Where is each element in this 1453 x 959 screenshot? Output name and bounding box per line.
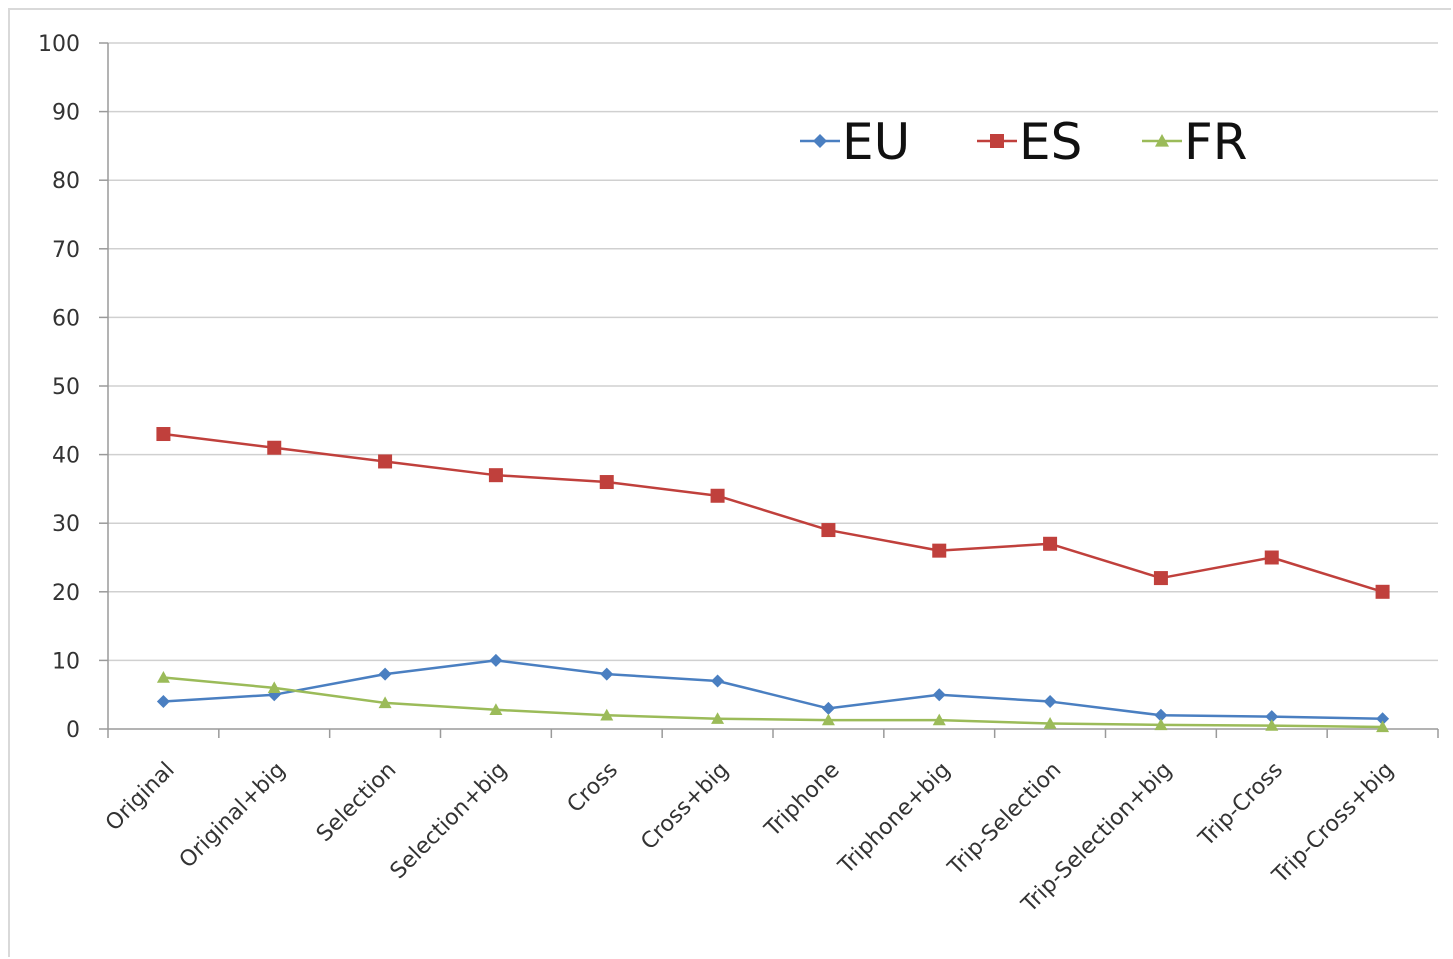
legend-item-eu: EU [800,113,910,171]
y-tick-label: 70 [52,238,80,263]
data-point-eu [156,695,170,709]
data-point-es [710,488,725,503]
x-tick-label: Cross+big [636,758,733,855]
x-tick-label: Selection+big [386,758,512,884]
x-tick-label: Cross [563,758,623,818]
data-point-es [267,440,282,455]
x-tick-label: Triphone+big [833,758,955,880]
data-point-es [932,543,947,558]
x-tick-label: Original+big [175,758,291,874]
data-point-es [1375,584,1390,599]
data-point-fr [267,681,281,694]
x-tick-label: Trip-Cross+big [1267,758,1399,890]
data-point-fr [600,708,614,721]
series-line-eu [163,659,1383,720]
legend-item-fr: FR [1142,113,1248,171]
chart-frame [8,8,1451,957]
x-tick-label: Original [101,758,180,837]
data-point-es [156,427,171,442]
series-line-es [163,432,1383,593]
data-point-eu [600,667,614,681]
legend-label: EU [842,113,910,171]
x-tick-label: Trip-Selection [943,758,1067,882]
legend-marker [990,134,1004,148]
y-tick-label: 60 [52,306,80,331]
legend-marker [1155,134,1169,147]
data-point-eu [1043,695,1057,709]
y-tick-label: 80 [52,169,80,194]
series-group [156,427,1390,733]
data-point-es [821,523,836,538]
y-tick-label: 10 [52,649,80,674]
legend-marker [813,134,827,148]
legend-item-es: ES [977,113,1082,171]
y-axis-ticks: 0 10 20 30 40 50 60 70 80 90 100 [38,32,108,743]
data-point-eu [1154,708,1168,722]
data-point-fr [1154,718,1168,731]
y-tick-label: 40 [52,444,80,469]
x-tick-label: Trip-Cross [1194,758,1288,852]
data-point-es [1043,536,1058,551]
legend-label: FR [1184,113,1248,171]
data-point-fr [711,712,725,724]
data-point-fr [932,713,946,726]
y-tick-label: 90 [52,101,80,126]
data-point-eu [1265,710,1279,724]
series-line-fr [163,676,1383,729]
data-point-eu [711,674,725,688]
data-point-fr [1265,719,1279,731]
data-point-eu [1376,712,1390,726]
x-tick-label: Triphone [760,758,845,843]
y-tick-label: 100 [38,32,80,57]
legend-label: ES [1019,113,1082,171]
data-point-fr [156,671,170,683]
data-point-es [488,468,503,483]
data-point-eu [489,653,503,667]
y-tick-label: 0 [66,718,80,743]
series-eu [156,653,1390,726]
data-point-fr [1043,717,1057,729]
x-tick-label: Selection [312,758,401,847]
legend: EU ES FR [800,113,1248,171]
data-point-es [599,475,614,490]
y-tick-label: 30 [52,512,80,537]
data-point-eu [821,701,835,715]
gridlines [108,42,1438,662]
data-point-fr [821,713,835,726]
data-point-fr [489,703,503,715]
y-tick-label: 50 [52,375,80,400]
data-point-es [1264,550,1279,565]
data-point-fr [378,696,392,709]
data-point-es [1153,571,1168,586]
data-point-fr [1376,720,1390,733]
y-tick-label: 20 [52,581,80,606]
data-point-eu [932,688,946,702]
series-es [156,427,1390,599]
series-fr [156,671,1390,733]
data-point-eu [378,667,392,681]
data-point-es [378,454,393,469]
